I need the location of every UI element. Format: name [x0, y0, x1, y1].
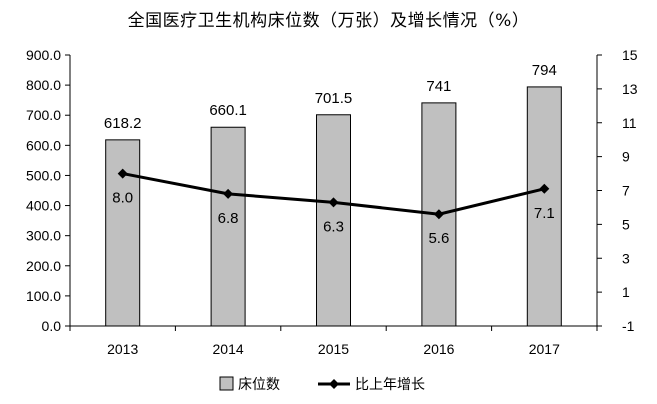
line-point-marker — [328, 197, 339, 208]
x-tick-label: 2016 — [423, 341, 454, 357]
bar-data-label: 660.1 — [209, 102, 247, 119]
y-left-tick-label: 400.0 — [26, 198, 61, 214]
y-right-tick-label: 3 — [622, 250, 630, 266]
chart-title: 全国医疗卫生机构床位数（万张）及增长情况（%） — [127, 11, 530, 31]
bar-data-labels: 618.2 660.1 701.5 741 794 — [104, 62, 557, 132]
y-right-tick-label: 5 — [622, 216, 630, 232]
x-tick-label: 2013 — [107, 341, 138, 357]
bar-data-label: 794 — [532, 62, 557, 79]
bar-data-label: 618.2 — [104, 115, 142, 132]
x-tick-label: 2017 — [529, 341, 560, 357]
chart-axes: 0.0 100.0 200.0 300.0 400.0 500.0 600.0 700.0 80… — [26, 47, 638, 357]
y-left-tick-label: 500.0 — [26, 167, 61, 183]
y-right-tick-label: 9 — [622, 149, 630, 165]
y-left-tick-label: 900.0 — [26, 47, 61, 63]
y-right-tick-label: 13 — [622, 81, 638, 97]
line-series — [117, 168, 550, 220]
line-point-marker — [117, 168, 128, 179]
line-data-label: 6.8 — [218, 210, 239, 227]
bar — [210, 126, 246, 327]
line-data-label: 8.0 — [112, 190, 133, 207]
legend-swatch-bar — [219, 376, 234, 391]
x-tick-label: 2014 — [213, 341, 244, 357]
y-left-tick-label: 100.0 — [26, 288, 61, 304]
y-left-tick-label: 800.0 — [26, 77, 61, 93]
line-data-label: 6.3 — [323, 218, 344, 235]
y-left-tick-label: 600.0 — [26, 137, 61, 153]
bar — [316, 114, 351, 327]
line-point-marker — [433, 209, 444, 220]
legend-label-line: 比上年增长 — [355, 377, 425, 393]
bar — [105, 139, 141, 327]
x-tick-label: 2015 — [318, 341, 349, 357]
bar-data-label: 741 — [426, 78, 451, 95]
bar-data-label: 701.5 — [315, 90, 353, 107]
line-point-marker — [539, 183, 550, 194]
chart-legend: 床位数 比上年增长 — [219, 376, 425, 393]
y-right-tick-label: -1 — [622, 318, 635, 334]
line-data-label: 5.6 — [428, 230, 449, 247]
y-right-tick-label: 15 — [622, 47, 638, 63]
y-right-tick-label: 7 — [622, 183, 630, 199]
y-left-tick-label: 700.0 — [26, 107, 61, 123]
line-data-labels: 8.0 6.8 6.3 5.6 7.1 — [112, 190, 554, 248]
y-left-tick-label: 200.0 — [26, 258, 61, 274]
line-point-marker — [223, 188, 234, 199]
legend-swatch-marker — [329, 379, 339, 389]
y-right-tick-label: 1 — [622, 284, 630, 300]
bar — [526, 86, 562, 327]
y-left-tick-label: 300.0 — [26, 228, 61, 244]
legend-label-bar: 床位数 — [238, 377, 280, 393]
y-right-tick-label: 11 — [622, 115, 637, 131]
y-left-tick-label: 0.0 — [42, 318, 62, 334]
line-data-label: 7.1 — [534, 205, 555, 222]
